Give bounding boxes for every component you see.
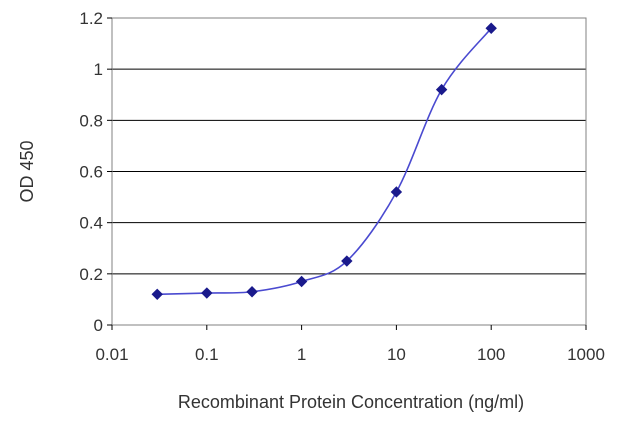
y-tick-label: 1 [94,60,103,79]
y-tick-label: 0.6 [79,163,103,182]
y-tick-label: 0.8 [79,111,103,130]
x-tick-label: 100 [477,345,505,364]
series-points [151,22,497,301]
x-axis-ticks: 0.01 0.1 1 10 100 1000 [95,325,605,364]
data-point [390,186,403,198]
x-tick-label: 0.01 [95,345,128,364]
x-tick-label: 1000 [567,345,605,364]
series-curve [157,27,492,296]
x-tick-label: 1 [297,345,306,364]
y-tick-label: 0 [94,316,103,335]
x-tick-label: 10 [387,345,406,364]
data-point [201,287,213,299]
y-axis-label: OD 450 [17,140,37,202]
y-tick-label: 0.4 [79,214,103,233]
y-tick-label: 0.2 [79,265,103,284]
y-tick-label: 1.2 [79,9,103,28]
x-axis-label: Recombinant Protein Concentration (ng/ml… [178,392,524,412]
x-tick-label: 0.1 [195,345,219,364]
data-point [151,288,163,301]
data-point [435,83,448,96]
data-point [341,255,353,267]
grid-lines [112,17,586,326]
data-point [485,22,497,34]
data-point [246,286,258,298]
data-point [295,275,308,288]
y-axis-ticks: 0 0.2 0.4 0.6 0.8 1 1.2 [79,9,112,335]
